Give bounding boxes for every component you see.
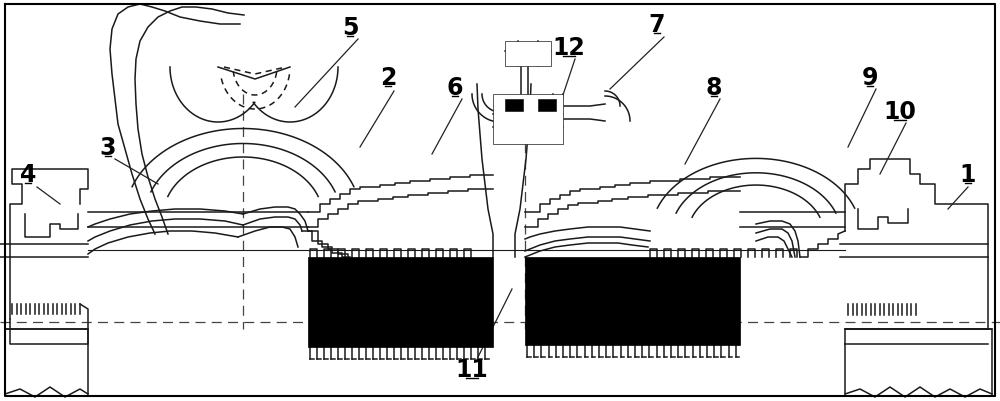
Text: 11: 11 [456,357,488,381]
Bar [505,100,523,112]
Bar [493,95,563,145]
Text: 2: 2 [380,66,396,90]
Text: 8: 8 [706,76,722,100]
Bar [525,257,740,345]
Text: 4: 4 [20,162,36,186]
Text: 7: 7 [649,13,665,37]
Text: 6: 6 [447,76,463,100]
Bar [505,42,551,67]
Text: 3: 3 [100,136,116,160]
Text: 9: 9 [862,66,878,90]
Text: 5: 5 [342,16,358,40]
Bar [538,100,556,112]
Text: 12: 12 [553,36,585,60]
Text: 10: 10 [884,100,916,124]
Bar [308,257,493,347]
Text: 1: 1 [960,162,976,186]
